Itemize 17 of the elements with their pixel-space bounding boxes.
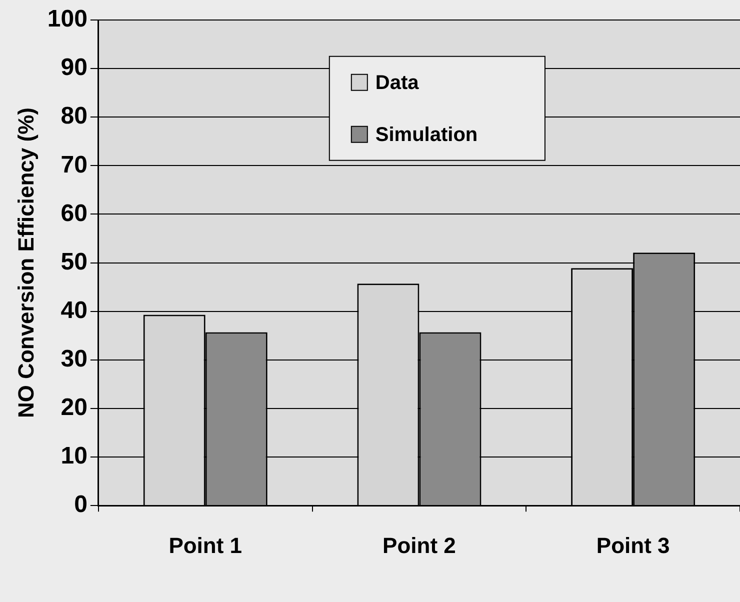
y-tick-label: 20 bbox=[60, 394, 88, 422]
y-tick-label: 40 bbox=[60, 296, 88, 324]
y-tick-label: 0 bbox=[74, 491, 88, 518]
x-tick-label: Point 1 bbox=[168, 532, 242, 558]
y-tick-label: 60 bbox=[60, 200, 88, 227]
legend-label: Simulation bbox=[375, 124, 478, 146]
x-tick-label: Point 2 bbox=[382, 532, 456, 558]
x-tick-label: Point 3 bbox=[596, 532, 670, 558]
y-tick-label: 90 bbox=[60, 54, 88, 82]
y-tick-label: 70 bbox=[60, 151, 88, 178]
y-tick-label: 50 bbox=[60, 248, 88, 276]
y-tick-label: 30 bbox=[60, 346, 88, 373]
y-axis-title: NO Conversion Efficiency (%) bbox=[13, 108, 38, 418]
legend-label: Data bbox=[375, 72, 420, 94]
y-tick-label: 80 bbox=[60, 102, 88, 130]
y-tick-label: 10 bbox=[60, 442, 88, 470]
y-tick-label: 100 bbox=[47, 6, 88, 33]
